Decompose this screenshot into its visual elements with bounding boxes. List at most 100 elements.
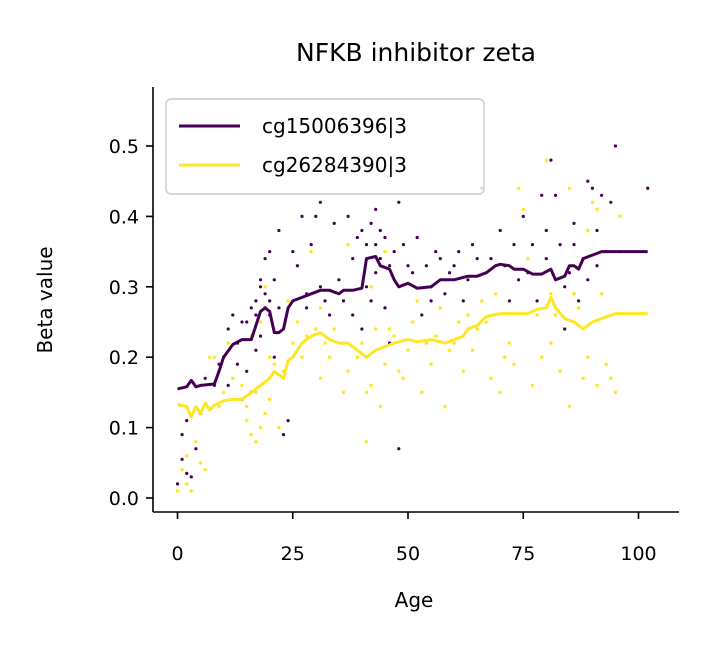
x-ticks: 0 25 50 75 100 [171,512,657,565]
data-point [322,340,328,346]
data-point [613,390,618,395]
data-point [299,214,305,219]
data-point [428,298,434,304]
data-point [322,298,328,304]
axes: 0 25 50 75 100 0.0 0.1 0.2 0.3 0.4 0.5 [109,87,679,565]
data-point [184,481,189,487]
data-point [548,157,554,163]
data-point [392,333,397,339]
data-point [498,228,503,233]
data-point [244,369,249,374]
data-point [493,291,498,296]
data-point [544,157,549,163]
data-point [221,390,226,395]
data-point [193,439,199,444]
data-point [571,242,577,247]
data-point [327,355,332,360]
data-point [447,348,452,353]
data-point [484,319,489,325]
y-axis-label: Beta value [33,246,57,353]
data-point [465,277,471,282]
data-point [290,249,295,254]
data-point [332,221,337,226]
data-point [378,404,383,409]
series-1-trend-line [177,295,648,419]
data-point [461,298,466,304]
data-point [461,369,466,374]
data-point [368,221,374,226]
data-point [249,432,254,437]
data-point [553,193,558,198]
data-point [516,277,521,282]
data-point [428,362,434,367]
data-point [373,270,378,275]
data-point [309,242,314,247]
data-point [521,207,526,212]
data-point [534,298,540,304]
data-point [590,186,595,191]
data-point [585,179,590,184]
series-0-trend-line [177,250,648,391]
data-point [396,446,401,451]
data-point [470,242,475,247]
data-point [465,312,471,318]
data-point [226,340,231,346]
data-point [345,369,351,374]
data-point [226,383,231,388]
data-point [203,467,208,472]
data-point [355,355,360,360]
data-point [557,369,563,374]
data-point [544,228,549,233]
data-point [373,326,378,332]
data-point [507,340,512,346]
data-point [396,200,401,205]
data-point [368,383,374,388]
data-point [239,319,245,325]
data-point [313,326,318,332]
data-point [576,305,581,311]
data-point [382,235,388,240]
data-point [392,249,397,254]
data-point [299,355,305,360]
x-axis-label: Age [395,588,434,612]
data-point [438,305,443,311]
x-tick-label: 75 [511,543,535,565]
data-point [603,362,609,367]
data-point [419,390,424,395]
data-point [405,348,411,353]
data-point [253,312,259,318]
series-0-points [175,143,650,487]
data-point [309,249,314,254]
data-point [479,298,484,304]
data-point [539,355,544,360]
data-point [359,326,365,332]
data-point [405,263,411,268]
data-point [267,397,272,402]
data-point [521,214,526,219]
data-point [285,298,291,304]
data-point [539,193,544,198]
data-point [235,362,240,367]
data-point [318,376,323,381]
data-point [433,249,438,254]
data-point [382,305,388,311]
data-point [576,298,581,304]
data-point [207,355,213,360]
data-point [451,340,457,346]
y-tick-label: 0.3 [109,277,139,299]
points-layer [175,143,650,494]
x-tick-label: 50 [396,543,420,565]
data-point [364,439,369,444]
data-point [594,383,600,388]
x-tick-label: 100 [620,543,656,565]
data-point [415,235,420,240]
data-point [262,284,268,289]
data-point [285,418,291,423]
data-point [516,186,521,191]
data-point [553,312,558,318]
data-point [230,312,236,318]
data-point [599,291,604,296]
data-point [608,200,613,205]
y-ticks: 0.0 0.1 0.2 0.3 0.4 0.5 [109,136,153,510]
data-point [585,355,590,360]
